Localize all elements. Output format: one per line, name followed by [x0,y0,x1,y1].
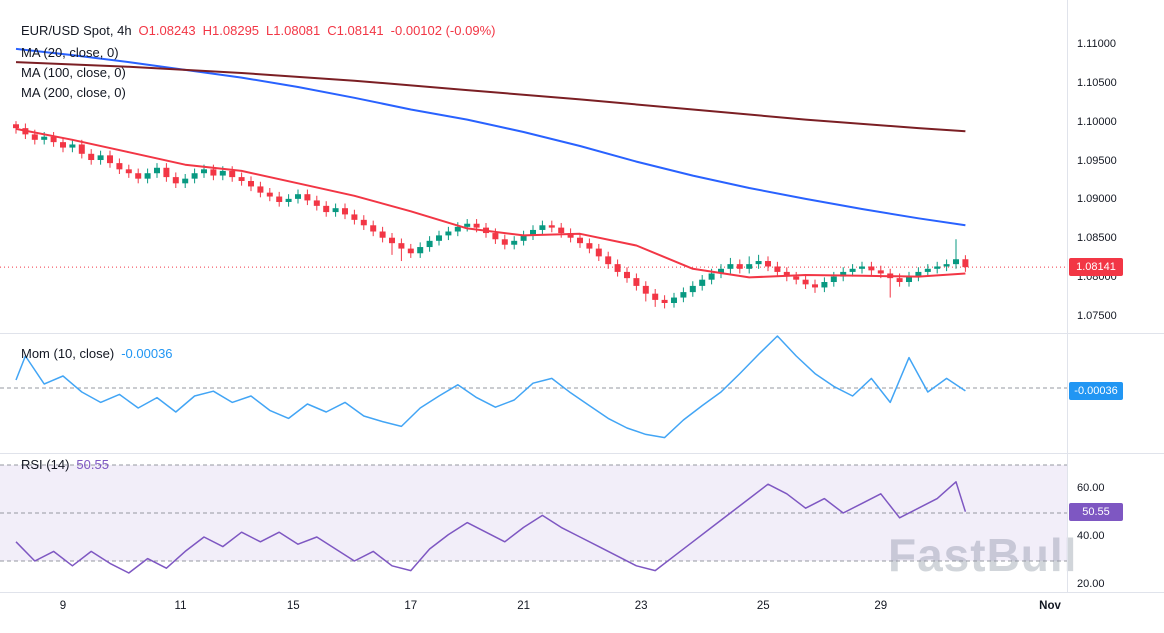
axis-label: 1.10000 [1077,115,1117,128]
ma20-legend: MA (20, close, 0) [21,45,119,60]
time-axis-label: 21 [517,600,530,612]
axis-label: 1.11000 [1077,38,1116,50]
time-axis[interactable]: 9 11 15 17 21 23 25 29 Nov [0,592,1164,633]
rsi-legend: RSI (14) 50.55 [21,457,109,472]
axis-label: 1.07500 [1077,309,1117,322]
axis-label: 60.00 [1077,482,1105,494]
current-price-badge: 1.08141 [1069,258,1123,277]
ma200-legend: MA (200, close, 0) [21,85,126,100]
rsi-value-badge: 50.55 [1069,502,1123,521]
time-axis-label: 9 [59,600,67,612]
rsi-value: 50.55 [76,457,109,472]
time-axis-label: 25 [756,600,770,612]
main-legend: EUR/USD Spot, 4h O1.08243 H1.08295 L1.08… [21,23,495,38]
ohlc-low: L1.08081 [266,23,321,38]
axis-label: 1.09500 [1077,154,1117,167]
mom-legend: Mom (10, close) -0.00036 [21,346,173,361]
axis-label: 20.00 [1077,578,1105,590]
time-axis-label: 29 [874,600,888,612]
time-axis-label: 11 [174,600,187,612]
axis-label: 1.09000 [1077,193,1117,206]
rsi-label: RSI (14) [21,457,70,472]
ohlc-close: C1.08141 [327,23,384,38]
ohlc-open: O1.08243 [138,23,196,38]
mom-label: Mom (10, close) [21,346,115,361]
ohlc-high: H1.08295 [202,23,260,38]
axis-label: 1.08500 [1077,232,1117,245]
axis-label: 1.10500 [1077,76,1117,89]
price-axis[interactable]: 1.11000 1.10500 1.10000 1.09500 1.09000 1.085… [1068,0,1164,592]
time-axis-label: 23 [634,600,648,612]
mom-value-badge: -0.00036 [1069,381,1123,400]
symbol-title: EUR/USD Spot, 4h [21,23,132,38]
watermark: FastBull [888,528,1077,582]
axis-label: 40.00 [1077,530,1105,542]
ohlc-change: -0.00102 (-0.09%) [390,23,496,38]
time-axis-label: 17 [404,600,418,612]
ma100-legend: MA (100, close, 0) [21,65,126,80]
mom-value: -0.00036 [121,346,173,361]
time-axis-label: 15 [286,600,300,612]
time-axis-label: Nov [1039,600,1061,612]
